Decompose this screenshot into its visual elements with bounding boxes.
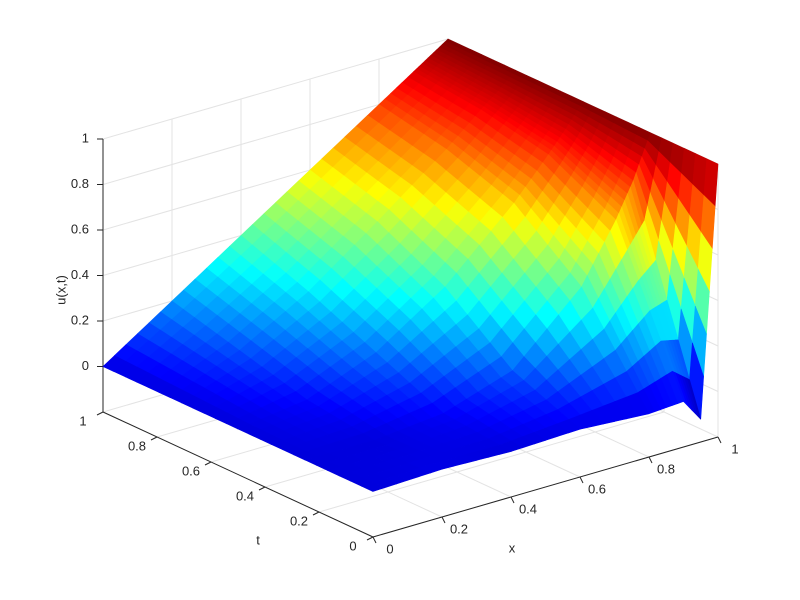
z-tick-label: 0.8 bbox=[71, 176, 89, 191]
grid-line bbox=[318, 411, 665, 513]
surface-cell bbox=[102, 300, 241, 399]
x-tick-label: 0.4 bbox=[519, 501, 537, 516]
t-tick bbox=[204, 461, 212, 466]
x-tick-label: 0.6 bbox=[588, 481, 606, 496]
surface-cell bbox=[632, 132, 719, 420]
x-tick-label: 0 bbox=[386, 541, 393, 556]
z-axis-label: u(x,t) bbox=[53, 275, 68, 305]
x-tick bbox=[717, 436, 722, 444]
t-axis bbox=[102, 411, 374, 538]
surface-cell bbox=[373, 413, 512, 470]
x-tick bbox=[579, 476, 584, 484]
surface-cell bbox=[375, 286, 513, 414]
surface-cell bbox=[444, 202, 582, 372]
t-tick bbox=[312, 511, 320, 516]
surface-cell bbox=[497, 69, 584, 130]
z-tick-label: 0 bbox=[82, 358, 89, 373]
surface-patch bbox=[360, 482, 386, 492]
z-tick-label: 0.6 bbox=[71, 221, 89, 236]
surface-cell bbox=[169, 350, 308, 430]
z-tick-label: 1 bbox=[82, 130, 89, 145]
x-tick-label: 1 bbox=[731, 441, 738, 456]
surface-cell bbox=[304, 439, 443, 492]
x-tick-label: 0.8 bbox=[657, 461, 675, 476]
t-tick bbox=[150, 436, 158, 441]
surface-cell bbox=[513, 154, 617, 288]
x-tick bbox=[648, 456, 653, 464]
t-axis-label: t bbox=[256, 532, 260, 547]
x-tick bbox=[510, 496, 515, 504]
surface-cell bbox=[480, 90, 567, 156]
surface-cell bbox=[240, 169, 378, 293]
x-tick-label: 0.2 bbox=[450, 521, 468, 536]
surface-cell bbox=[377, 148, 515, 288]
t-tick bbox=[258, 486, 266, 491]
x-tick bbox=[372, 536, 377, 544]
x-axis-label: x bbox=[509, 540, 516, 555]
y-tick-label: 0.8 bbox=[128, 438, 146, 453]
grid-line bbox=[102, 38, 449, 140]
surface-cell bbox=[378, 71, 482, 150]
y-tick-label: 0.4 bbox=[236, 488, 254, 503]
y-tick-label: 1 bbox=[79, 413, 86, 428]
surface-cell bbox=[306, 352, 445, 441]
surface-cell bbox=[512, 286, 650, 430]
t-tick bbox=[96, 411, 104, 416]
surface-cell bbox=[430, 38, 516, 92]
surface-cell bbox=[239, 291, 377, 401]
y-tick-label: 0 bbox=[349, 538, 356, 553]
z-tick-label: 0.4 bbox=[71, 267, 89, 282]
x-axis bbox=[372, 436, 719, 538]
surface-cell bbox=[581, 219, 684, 415]
y-tick-label: 0.6 bbox=[182, 463, 200, 478]
surface-cell bbox=[548, 128, 634, 221]
surface-cell bbox=[442, 370, 581, 452]
x-tick bbox=[441, 516, 446, 524]
surface-cell bbox=[412, 55, 499, 111]
surface-cell bbox=[308, 221, 446, 354]
y-tick-label: 0.2 bbox=[290, 513, 308, 528]
t-tick bbox=[366, 536, 374, 541]
surface-cell bbox=[171, 235, 309, 351]
z-tick-label: 0.2 bbox=[71, 312, 89, 327]
